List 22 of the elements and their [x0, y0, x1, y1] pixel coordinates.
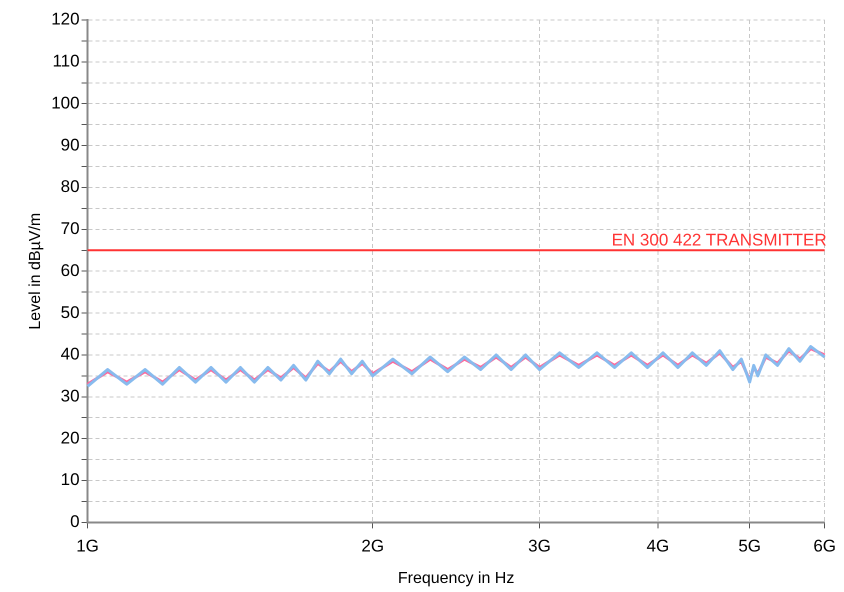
- y-tick-label: 50: [60, 302, 80, 322]
- y-tick-label: 90: [60, 135, 80, 154]
- x-axis-title: Frequency in Hz: [398, 570, 514, 587]
- y-tick-label: 110: [52, 52, 80, 71]
- x-tick-label: 3G: [528, 536, 551, 556]
- y-tick-label: 10: [60, 470, 80, 490]
- y-tick-label: 80: [60, 177, 80, 196]
- y-tick-label: 0: [70, 512, 80, 532]
- y-tick-label: 70: [60, 219, 80, 238]
- y-tick-label: 30: [60, 386, 80, 406]
- x-tick-label: 5G: [738, 536, 761, 556]
- y-tick-label: 20: [60, 428, 80, 448]
- y-tick-label: 120: [51, 10, 80, 29]
- y-axis-title: Level in dBµV/m: [27, 212, 44, 330]
- ref-line-label: EN 300 422 TRANSMITTER: [612, 230, 827, 250]
- x-tick-label: 1G: [76, 536, 99, 556]
- y-tick-label: 100: [51, 93, 80, 112]
- y-tick-label: 40: [60, 344, 80, 364]
- x-tick-label: 6G: [813, 536, 836, 556]
- x-tick-label: 4G: [646, 536, 670, 556]
- y-tick-label: 60: [60, 260, 80, 280]
- x-tick-label: 2G: [361, 536, 384, 556]
